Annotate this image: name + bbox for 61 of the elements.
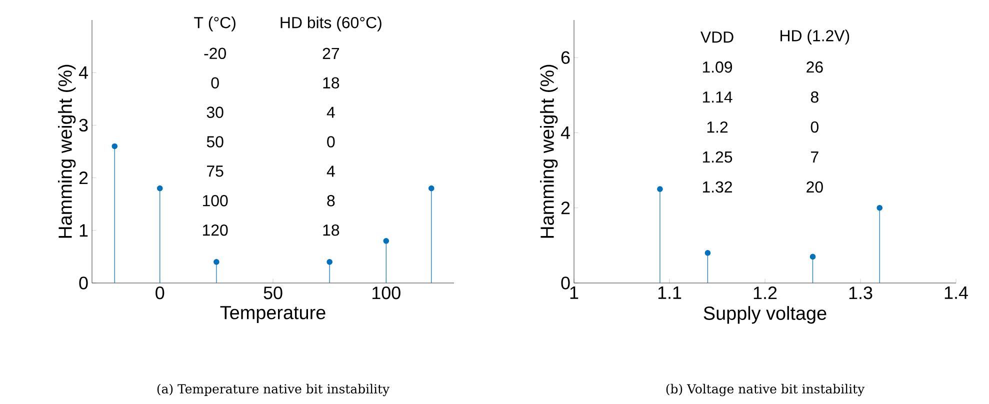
- point: [428, 185, 434, 192]
- y-axis-title: Hamming weight (%): [540, 64, 558, 238]
- x-tick-label: 1.3: [849, 286, 872, 300]
- point: [326, 259, 332, 265]
- annotation: HD (1.2V): [780, 30, 850, 45]
- y-tick-label: 4: [78, 66, 88, 79]
- point: [657, 186, 663, 192]
- x-axis-title: Supply voltage: [704, 306, 826, 324]
- y-tick-label: 0: [561, 276, 570, 290]
- annotation: 18: [323, 77, 340, 88]
- annotation: 27: [322, 48, 339, 59]
- annotation: 30: [206, 106, 224, 118]
- point: [112, 143, 118, 150]
- annotation: 1.14: [702, 92, 732, 103]
- y-tick-label: 0: [79, 276, 88, 290]
- annotation: 100: [203, 195, 228, 206]
- annotation: 20: [806, 181, 823, 193]
- y-tick-label: 2: [561, 202, 570, 214]
- y-tick-label: 4: [560, 126, 570, 139]
- annotation: 1.09: [702, 61, 732, 73]
- x-tick-label: 100: [372, 286, 400, 300]
- annotation: 0: [211, 77, 219, 88]
- annotation: 1.2: [707, 121, 728, 133]
- point: [156, 185, 163, 192]
- annotation: VDD: [700, 32, 734, 43]
- point: [383, 238, 390, 244]
- point: [876, 204, 883, 211]
- text: (a) Temperature native bit instability: [157, 384, 390, 396]
- y-axis-title: Hamming weight (%): [58, 64, 76, 238]
- text: (b) Voltage native bit instability: [666, 384, 865, 396]
- x-tick-label: 1.4: [944, 286, 968, 299]
- x-tick-label: 1: [570, 286, 578, 299]
- point: [214, 259, 220, 265]
- y-tick-label: 2: [79, 172, 88, 184]
- annotation: HD bits (60°C): [280, 16, 382, 32]
- annotation: 4: [326, 166, 335, 177]
- annotation: 120: [203, 224, 228, 236]
- annotation: T (°C): [194, 16, 236, 32]
- point: [810, 254, 816, 260]
- x-tick-label: 1.1: [658, 286, 682, 299]
- annotation: 1.25: [702, 151, 732, 163]
- y-tick-label: 1: [80, 224, 88, 237]
- annotation: 8: [810, 91, 818, 103]
- x-tick-label: 0: [156, 286, 164, 300]
- annotation: 50: [206, 136, 224, 148]
- x-axis-title: Temperature: [220, 306, 326, 323]
- annotation: 0: [327, 136, 335, 148]
- annotation: 8: [327, 195, 335, 206]
- annotation: 0: [810, 121, 818, 133]
- y-tick-label: 3: [79, 118, 88, 132]
- annotation: 18: [323, 224, 340, 236]
- annotation: 26: [806, 61, 823, 73]
- annotation: 7: [811, 152, 818, 163]
- annotation: 4: [326, 106, 335, 118]
- annotation: -20: [204, 48, 226, 60]
- x-tick-label: 50: [264, 286, 282, 300]
- annotation: 1.32: [702, 181, 732, 193]
- y-tick-label: 6: [561, 51, 570, 64]
- point: [704, 250, 711, 256]
- x-tick-label: 1.2: [754, 286, 777, 300]
- annotation: 75: [207, 166, 224, 177]
